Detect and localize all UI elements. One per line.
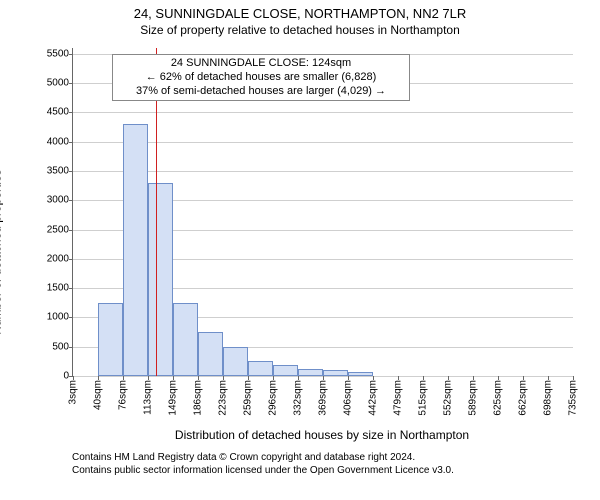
xtick-label: 735sqm: [568, 380, 579, 416]
ytick-label: 1500: [47, 283, 69, 294]
xtick-label: 149sqm: [168, 380, 179, 416]
ytick-label: 500: [52, 341, 69, 352]
ytick-label: 5500: [47, 48, 69, 59]
ytick-label: 4500: [47, 107, 69, 118]
ytick-label: 2500: [47, 224, 69, 235]
gridline: [73, 142, 573, 143]
histogram-bar: [223, 347, 248, 376]
gridline: [73, 112, 573, 113]
histogram-bar: [148, 183, 173, 376]
histogram-bar: [248, 361, 273, 376]
xtick-label: 442sqm: [368, 380, 379, 416]
xtick-label: 113sqm: [143, 380, 154, 415]
page-title-line1: 24, SUNNINGDALE CLOSE, NORTHAMPTON, NN2 …: [0, 6, 600, 23]
attribution-line2: Contains public sector information licen…: [72, 465, 454, 478]
xtick-label: 662sqm: [518, 380, 529, 416]
ytick-mark: [69, 288, 73, 289]
ytick-label: 4000: [47, 136, 69, 147]
xtick-label: 40sqm: [93, 380, 104, 410]
xtick-label: 479sqm: [393, 380, 404, 416]
histogram-bar: [98, 303, 123, 376]
x-axis-label: Distribution of detached houses by size …: [72, 428, 572, 442]
gridline: [73, 171, 573, 172]
histogram-bar: [198, 332, 223, 376]
ytick-mark: [69, 54, 73, 55]
xtick-label: 515sqm: [418, 380, 429, 416]
ytick-mark: [69, 259, 73, 260]
attribution-line1: Contains HM Land Registry data © Crown c…: [72, 452, 454, 465]
ytick-label: 2000: [47, 253, 69, 264]
ytick-label: 3500: [47, 166, 69, 177]
annotation-line2: ← 62% of detached houses are smaller (6,…: [119, 71, 403, 85]
xtick-label: 369sqm: [318, 380, 329, 416]
ytick-mark: [69, 317, 73, 318]
ytick-mark: [69, 171, 73, 172]
histogram-bar: [348, 372, 373, 376]
xtick-label: 296sqm: [268, 380, 279, 416]
ytick-mark: [69, 230, 73, 231]
xtick-label: 186sqm: [193, 380, 204, 416]
histogram-bar: [173, 303, 198, 376]
ytick-label: 5000: [47, 78, 69, 89]
ytick-mark: [69, 83, 73, 84]
xtick-label: 406sqm: [343, 380, 354, 416]
xtick-label: 552sqm: [443, 380, 454, 416]
xtick-label: 625sqm: [493, 380, 504, 416]
xtick-label: 589sqm: [468, 380, 479, 416]
attribution-text: Contains HM Land Registry data © Crown c…: [72, 452, 454, 477]
xtick-label: 698sqm: [543, 380, 554, 416]
xtick-label: 259sqm: [243, 380, 254, 416]
ytick-mark: [69, 112, 73, 113]
histogram-bar: [298, 369, 323, 376]
xtick-label: 332sqm: [293, 380, 304, 416]
xtick-label: 3sqm: [68, 380, 79, 404]
ytick-mark: [69, 142, 73, 143]
xtick-label: 223sqm: [218, 380, 229, 416]
ytick-mark: [69, 347, 73, 348]
ytick-mark: [69, 200, 73, 201]
annotation-box: 24 SUNNINGDALE CLOSE: 124sqm ← 62% of de…: [112, 54, 410, 101]
page-title-line2: Size of property relative to detached ho…: [0, 23, 600, 39]
histogram-bar: [323, 370, 348, 376]
ytick-label: 3000: [47, 195, 69, 206]
histogram-bar: [273, 365, 298, 376]
annotation-line3: 37% of semi-detached houses are larger (…: [119, 85, 403, 99]
ytick-label: 1000: [47, 312, 69, 323]
y-axis-label: Number of detached properties: [0, 169, 4, 334]
histogram-bar: [123, 124, 148, 376]
annotation-line1: 24 SUNNINGDALE CLOSE: 124sqm: [119, 57, 403, 71]
xtick-label: 76sqm: [118, 380, 129, 410]
